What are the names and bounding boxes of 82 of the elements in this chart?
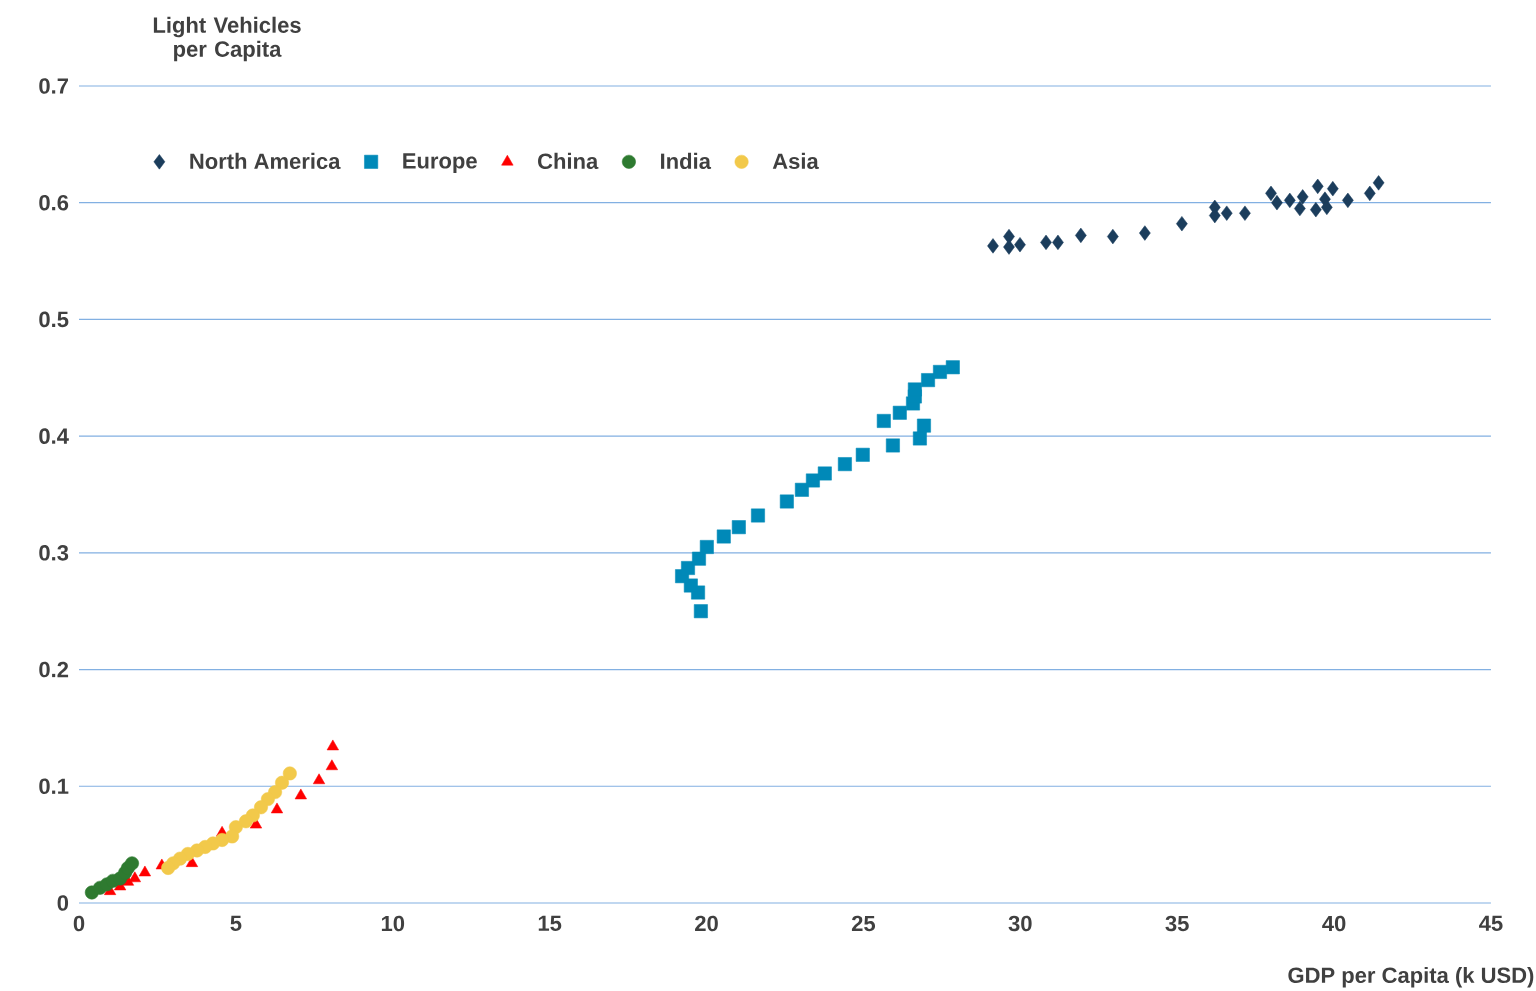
point	[794, 482, 809, 497]
point	[987, 238, 999, 254]
point	[855, 447, 870, 462]
point	[1364, 185, 1376, 201]
point	[1271, 195, 1283, 211]
legend-label: India	[661, 152, 712, 170]
point	[1040, 234, 1052, 250]
point	[1052, 234, 1064, 250]
point	[693, 604, 708, 619]
point	[945, 360, 960, 375]
point	[699, 540, 714, 554]
point	[681, 561, 695, 575]
x-tick-label: 15	[538, 915, 562, 932]
point	[1321, 199, 1333, 215]
point	[1239, 205, 1251, 221]
y-tick-label: 0.2	[39, 661, 69, 678]
point	[716, 529, 731, 544]
point	[1176, 216, 1188, 232]
point	[254, 800, 268, 815]
point	[1075, 227, 1087, 243]
point	[138, 865, 151, 877]
legend-label: China	[538, 152, 599, 170]
point	[270, 802, 284, 814]
legend-label: Asia	[772, 152, 819, 170]
point	[692, 551, 706, 566]
y-tick-label: 0.7	[39, 78, 68, 94]
point	[1311, 178, 1324, 194]
point	[238, 814, 253, 829]
point	[282, 766, 297, 781]
point	[1003, 239, 1015, 255]
point	[1265, 185, 1277, 201]
point	[837, 457, 852, 472]
point	[325, 759, 338, 771]
point	[933, 365, 947, 379]
y-tick-label: 0.6	[39, 194, 69, 211]
point	[1294, 200, 1306, 217]
x-tick-label: 25	[851, 915, 876, 932]
point	[885, 438, 900, 453]
x-tick-label: 40	[1322, 915, 1346, 932]
y-axis-title: Light Vehicles per Capita	[153, 16, 301, 62]
x-tick-label: 20	[695, 915, 718, 932]
x-tick-label: 35	[1165, 915, 1189, 932]
point	[876, 414, 891, 428]
point	[731, 520, 746, 535]
point	[275, 775, 289, 790]
point	[1296, 189, 1309, 205]
point	[921, 373, 935, 388]
point	[1372, 175, 1385, 191]
point	[125, 856, 139, 871]
point	[912, 431, 927, 446]
point	[805, 473, 820, 488]
point	[1014, 237, 1026, 253]
point	[1342, 192, 1354, 208]
y-tick-label: 0	[57, 895, 69, 911]
x-tick-label: 45	[1479, 915, 1503, 932]
point	[312, 773, 326, 785]
y-tick-label: 0.4	[39, 428, 69, 444]
y-tick-label: 0.1	[39, 778, 69, 795]
point	[779, 494, 794, 509]
x-tick-label: 10	[381, 915, 405, 932]
x-tick-label: 30	[1008, 915, 1032, 932]
point	[892, 405, 907, 420]
point	[1107, 228, 1119, 245]
legend-label: North America	[190, 152, 341, 170]
legend-label: Europe	[403, 153, 477, 173]
point	[1220, 205, 1233, 221]
point	[161, 861, 176, 875]
point	[326, 739, 339, 751]
point	[751, 508, 765, 523]
point	[1310, 202, 1322, 218]
point	[1284, 192, 1296, 208]
x-tick-label: 0	[73, 915, 85, 932]
point	[817, 466, 832, 481]
point	[917, 418, 931, 433]
x-tick-label: 5	[230, 915, 242, 932]
point	[1139, 225, 1151, 241]
point	[294, 788, 307, 800]
y-tick-label: 0.5	[39, 311, 69, 328]
y-tick-label: 0.3	[39, 545, 69, 561]
point	[907, 382, 922, 397]
x-axis-title: GDP per Capita (k USD)	[1288, 966, 1534, 988]
point	[1327, 181, 1339, 197]
